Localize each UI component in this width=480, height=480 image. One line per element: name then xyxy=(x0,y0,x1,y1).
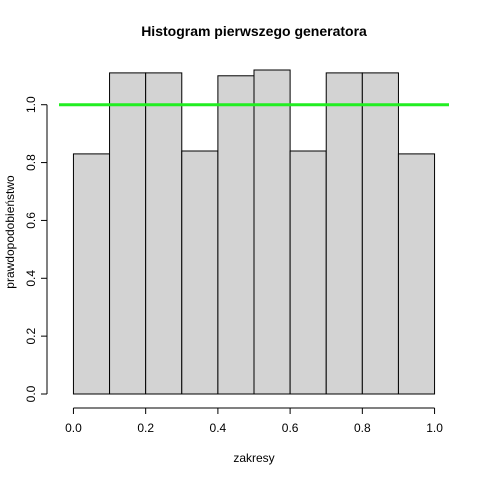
histogram-bar xyxy=(72,153,111,395)
x-axis-label: zakresy xyxy=(233,451,274,465)
y-tick-label: 0.0 xyxy=(24,385,38,402)
histogram-bar xyxy=(109,72,147,395)
y-axis: 0.0 0.2 0.4 0.6 0.8 1.0 xyxy=(24,96,48,402)
y-tick-label: 0.2 xyxy=(24,327,38,344)
x-tick-label: 1.0 xyxy=(426,421,443,435)
histogram-bar xyxy=(397,153,436,395)
histogram-bar xyxy=(325,72,363,395)
y-axis-label: prawdopodobieństwo xyxy=(3,175,17,289)
histogram-bar xyxy=(217,75,255,395)
x-tick-label: 0.4 xyxy=(210,421,227,435)
x-tick-label: 0.8 xyxy=(354,421,371,435)
y-tick-label: 0.8 xyxy=(24,154,38,171)
histogram-bar xyxy=(145,72,183,395)
y-tick-label: 0.4 xyxy=(24,270,38,287)
y-tick-label: 0.6 xyxy=(24,212,38,229)
histogram-bar xyxy=(289,150,327,395)
bars-group xyxy=(72,69,436,395)
x-axis: 0.0 0.2 0.4 0.6 0.8 1.0 xyxy=(65,407,443,435)
x-tick-label: 0.0 xyxy=(65,421,82,435)
x-tick-label: 0.6 xyxy=(282,421,299,435)
x-tick-label: 0.2 xyxy=(137,421,154,435)
histogram-bar xyxy=(181,150,219,395)
histogram-bar xyxy=(361,72,399,395)
histogram-bar xyxy=(253,69,291,395)
y-tick-label: 1.0 xyxy=(24,96,38,113)
chart-title: Histogram pierwszego generatora xyxy=(141,23,367,39)
